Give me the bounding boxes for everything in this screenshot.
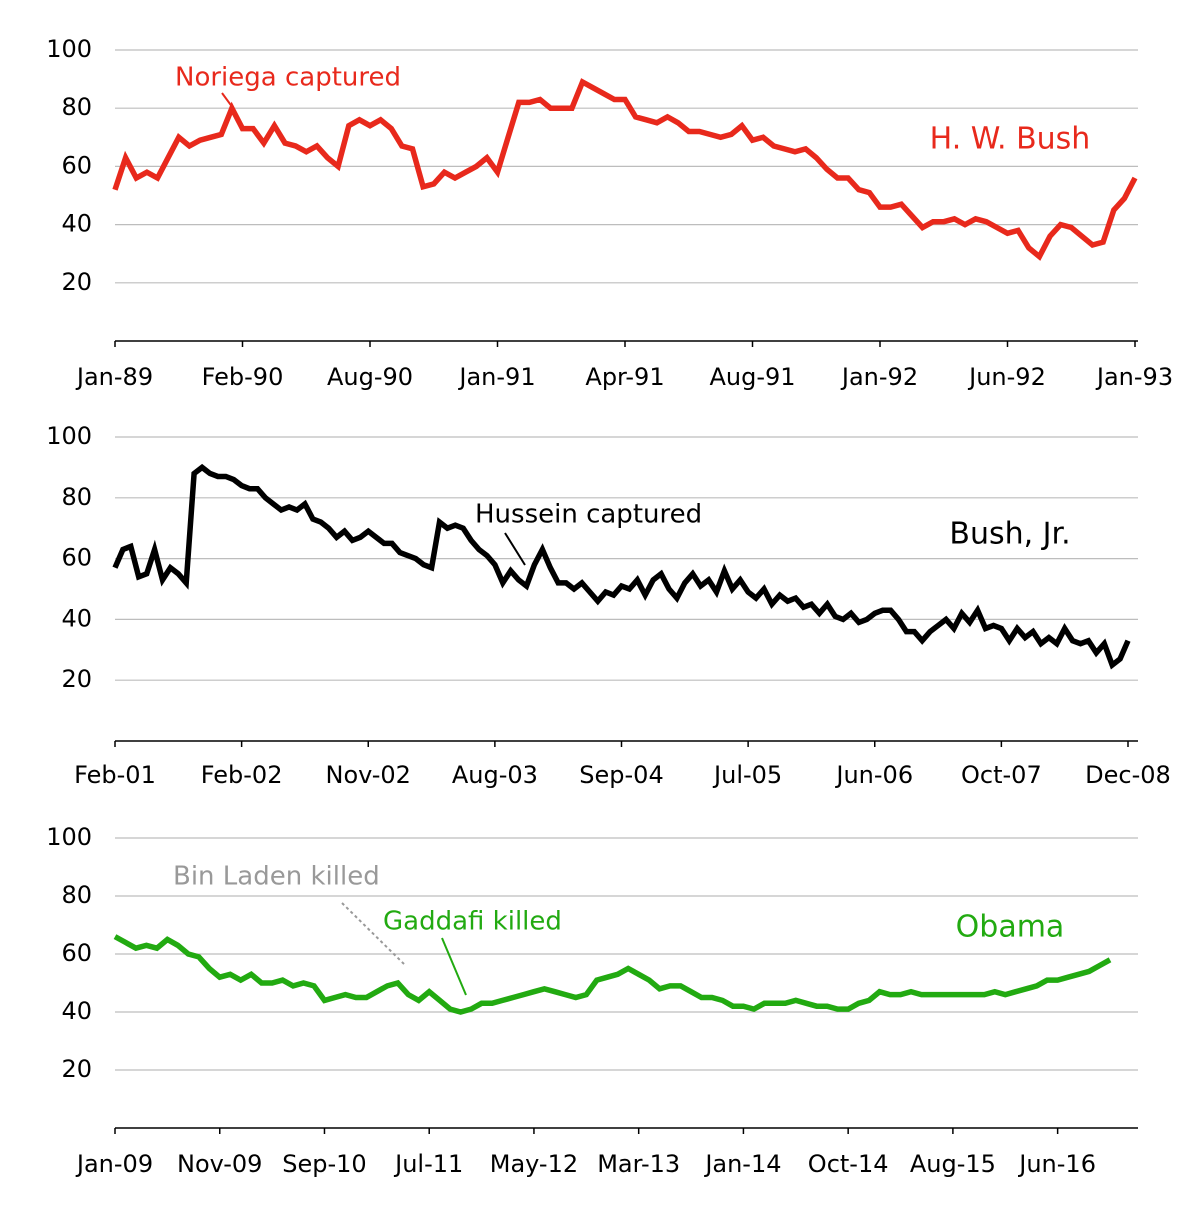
y-tick-label: 20: [61, 268, 92, 296]
x-tick-label: Jan-92: [840, 363, 918, 391]
x-tick-label: Mar-13: [597, 1150, 680, 1178]
x-tick-label: Feb-02: [201, 761, 283, 789]
y-tick-label: 40: [61, 210, 92, 238]
x-tick-label: Apr-91: [585, 363, 664, 391]
x-tick-label: Jan-89: [75, 363, 153, 391]
x-tick-label: Jan-93: [1095, 363, 1173, 391]
y-tick-label: 60: [61, 544, 92, 572]
series-label: Obama: [956, 910, 1065, 945]
y-tick-label: 80: [61, 483, 92, 511]
x-tick-label: Jan-91: [457, 363, 535, 391]
x-tick-label: Jun-16: [1017, 1150, 1096, 1178]
x-tick-label: Aug-15: [910, 1150, 996, 1178]
annotation-pointer: [441, 937, 467, 996]
x-tick-label: Sep-10: [282, 1150, 366, 1178]
annotation-pointer: [341, 902, 406, 966]
x-tick-label: Jan-09: [75, 1150, 153, 1178]
y-tick-label: 80: [61, 881, 92, 909]
x-tick-label: Dec-08: [1085, 761, 1171, 789]
annotation: Noriega captured: [175, 63, 401, 93]
x-tick-label: Aug-90: [327, 363, 413, 391]
x-tick-label: Feb-01: [74, 761, 156, 789]
annotation: Bin Laden killed: [173, 862, 380, 892]
x-tick-label: Nov-02: [326, 761, 411, 789]
y-tick-label: 100: [46, 422, 92, 450]
y-tick-label: 60: [61, 151, 92, 179]
y-tick-label: 100: [46, 35, 92, 63]
x-tick-label: Oct-14: [808, 1150, 889, 1178]
annotation-pointer: [221, 92, 234, 109]
y-tick-label: 40: [61, 604, 92, 632]
x-tick-label: Jul-05: [712, 761, 782, 789]
annotation-pointer: [504, 532, 526, 566]
x-tick-label: Jun-06: [834, 761, 913, 789]
series-line: [112, 463, 1131, 670]
x-tick-label: May-12: [490, 1150, 578, 1178]
series-label: H. W. Bush: [930, 122, 1091, 157]
y-tick-label: 20: [61, 665, 92, 693]
x-tick-label: Nov-09: [177, 1150, 262, 1178]
x-tick-label: Jul-11: [393, 1150, 463, 1178]
x-tick-label: Oct-07: [961, 761, 1042, 789]
annotation: Hussein captured: [475, 500, 702, 530]
series-line: [112, 78, 1138, 261]
x-tick-label: Feb-90: [202, 363, 284, 391]
y-tick-label: 80: [61, 93, 92, 121]
series-label: Bush, Jr.: [949, 517, 1070, 552]
x-tick-label: Jan-14: [703, 1150, 781, 1178]
y-tick-label: 60: [61, 939, 92, 967]
y-tick-label: 100: [46, 823, 92, 851]
x-tick-label: Jun-92: [967, 363, 1046, 391]
x-tick-label: Aug-91: [709, 363, 795, 391]
x-tick-label: Sep-04: [579, 761, 663, 789]
series-line: [113, 934, 1112, 1015]
y-tick-label: 40: [61, 997, 92, 1025]
y-tick-label: 20: [61, 1055, 92, 1083]
annotation: Gaddafi killed: [383, 907, 562, 937]
x-tick-label: Aug-03: [452, 761, 538, 789]
